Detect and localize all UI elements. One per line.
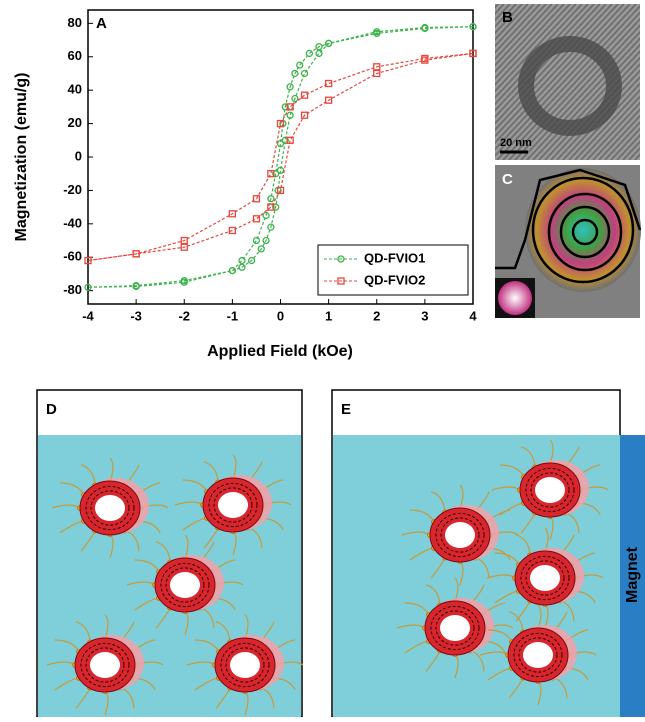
marker [239, 258, 245, 264]
x-tick-label: -1 [227, 308, 239, 323]
series-line [88, 53, 473, 260]
y-tick-label: 40 [68, 82, 82, 97]
y-tick-label: -40 [63, 215, 82, 230]
marker [326, 81, 332, 87]
phase-map [525, 168, 641, 292]
y-axis-label: Magnetization (emu/g) [13, 73, 30, 242]
marker [297, 62, 303, 68]
core-hole [170, 572, 200, 598]
marker [316, 50, 322, 56]
figure: A Applied Field (kOe) Magnetization (emu… [0, 0, 645, 717]
marker [253, 238, 259, 244]
scale-bar-label: 20 nm [500, 137, 532, 149]
panel-c: C [495, 165, 641, 318]
panel-label: B [502, 9, 513, 26]
core-hole [218, 492, 248, 518]
core-hole [523, 642, 553, 668]
core-hole [90, 652, 120, 678]
y-tick-label: -20 [63, 182, 82, 197]
x-tick-label: 2 [373, 308, 380, 323]
color-wheel [498, 281, 532, 315]
x-axis-label: Applied Field (kOe) [207, 343, 353, 360]
legend-label: QD-FVIO2 [364, 272, 425, 287]
x-tick-label: 3 [421, 308, 428, 323]
lattice-fringe [371, 4, 516, 160]
x-tick-label: -3 [130, 308, 142, 323]
panel-label: D [46, 401, 57, 418]
x-tick-label: 0 [277, 308, 284, 323]
legend-label: QD-FVIO1 [364, 250, 425, 265]
marker [302, 70, 308, 76]
panel-d: D [37, 390, 303, 717]
core-hole [95, 495, 125, 521]
y-tick-label: -80 [63, 282, 82, 297]
y-tick-label: 0 [75, 148, 82, 163]
core-hole [530, 565, 560, 591]
x-tick-label: 4 [469, 308, 477, 323]
lattice-fringe [641, 4, 645, 160]
y-tick-label: 20 [68, 115, 82, 130]
core-hole [535, 477, 565, 503]
panel-label: A [96, 15, 107, 32]
y-tick-label: 80 [68, 15, 82, 30]
panel-label: E [341, 401, 351, 418]
core-hole [230, 652, 260, 678]
y-tick-label: -60 [63, 249, 82, 264]
magnet-label: Magnet [624, 546, 641, 603]
y-tick-label: 60 [68, 48, 82, 63]
x-tick-label: -4 [82, 308, 94, 323]
core-hole [440, 615, 470, 641]
panel-b: B 20 nm [335, 4, 645, 160]
panel-e: Magnet E [332, 390, 645, 717]
x-tick-label: 1 [325, 308, 332, 323]
x-tick-label: -2 [178, 308, 190, 323]
core-hole [445, 522, 475, 548]
lattice-fringe [341, 4, 486, 160]
lattice-fringe [335, 4, 480, 160]
chart-a: A Applied Field (kOe) Magnetization (emu… [13, 10, 477, 360]
panel-label: C [502, 171, 513, 188]
